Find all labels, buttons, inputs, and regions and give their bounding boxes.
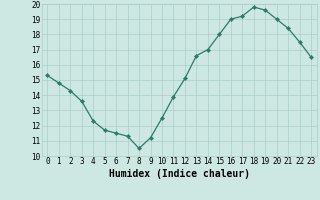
- X-axis label: Humidex (Indice chaleur): Humidex (Indice chaleur): [109, 169, 250, 179]
